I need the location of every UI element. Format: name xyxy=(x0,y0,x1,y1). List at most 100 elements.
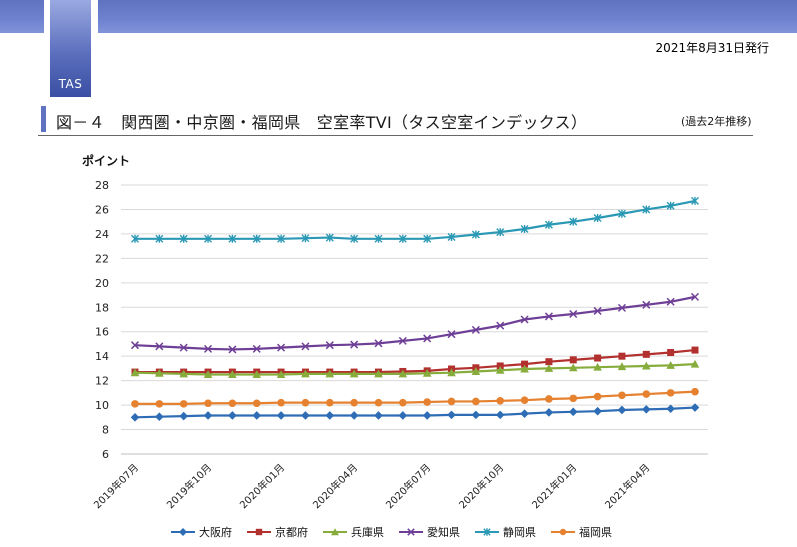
data-point xyxy=(617,362,627,371)
data-point xyxy=(520,409,529,418)
y-tick-label: 12 xyxy=(95,375,109,388)
data-point xyxy=(666,361,675,369)
x-tick-label: 2020年07月 xyxy=(383,461,433,511)
data-point xyxy=(325,398,334,407)
data-point xyxy=(398,336,407,345)
x-tick-label: 2020年01月 xyxy=(237,461,287,511)
data-point xyxy=(545,358,553,366)
data-point xyxy=(131,234,139,243)
series-line xyxy=(134,295,696,351)
data-point xyxy=(228,399,237,408)
data-point xyxy=(544,312,553,321)
y-tick-label: 8 xyxy=(102,424,109,437)
data-point xyxy=(496,228,505,237)
legend-item: 大阪府 xyxy=(170,524,232,540)
data-point xyxy=(569,217,578,226)
y-tick-label: 28 xyxy=(95,179,109,192)
data-point xyxy=(130,341,140,350)
y-tick-label: 6 xyxy=(102,448,109,461)
data-point xyxy=(666,297,675,306)
data-point xyxy=(252,411,262,420)
title-divider xyxy=(38,135,753,136)
data-point xyxy=(325,369,335,378)
data-point xyxy=(179,411,188,421)
figure-subtitle: (過去2年推移) xyxy=(681,115,752,128)
series-line xyxy=(135,390,696,405)
x-tick-label: 2019年10月 xyxy=(164,461,214,511)
data-point xyxy=(301,342,310,351)
data-point xyxy=(349,411,359,420)
data-point xyxy=(593,406,602,416)
data-point xyxy=(447,368,456,377)
data-point xyxy=(447,330,456,339)
data-point xyxy=(544,220,553,229)
legend-marker-icon xyxy=(551,528,575,536)
data-point xyxy=(374,234,383,243)
data-point xyxy=(520,315,529,324)
data-point xyxy=(398,411,408,420)
data-point xyxy=(618,391,626,400)
data-point xyxy=(155,342,164,351)
data-point xyxy=(666,389,675,397)
data-point xyxy=(690,359,700,368)
chart-legend: 大阪府 京都府 兵庫県 愛知県 静岡県 福岡県 xyxy=(170,524,612,540)
data-point xyxy=(252,344,261,353)
data-point xyxy=(617,405,627,415)
data-point xyxy=(447,397,456,406)
data-point xyxy=(642,205,651,214)
data-point xyxy=(398,369,408,378)
legend-marker-icon xyxy=(247,528,271,536)
data-point xyxy=(252,234,261,243)
data-point xyxy=(350,398,358,407)
data-point xyxy=(130,368,140,377)
legend-label: 静岡県 xyxy=(503,526,536,539)
x-tick-label: 2020年04月 xyxy=(310,461,360,511)
data-point xyxy=(301,369,310,378)
legend-label: 兵庫県 xyxy=(351,526,384,539)
data-point xyxy=(471,410,481,420)
legend-label: 愛知県 xyxy=(427,526,460,539)
data-point xyxy=(471,367,481,375)
data-point xyxy=(203,370,213,379)
data-point xyxy=(642,361,651,370)
data-point xyxy=(203,411,213,420)
data-point xyxy=(155,369,164,377)
data-point xyxy=(423,234,432,243)
data-point xyxy=(496,397,505,405)
data-point xyxy=(618,352,626,360)
data-point xyxy=(131,400,139,408)
legend-label: 京都府 xyxy=(275,526,308,539)
data-point xyxy=(642,300,651,309)
legend-item: 兵庫県 xyxy=(322,524,384,540)
data-point xyxy=(228,370,237,379)
data-point xyxy=(495,365,505,374)
legend-marker-icon xyxy=(475,528,499,536)
data-point xyxy=(642,390,651,398)
y-axis-label: ポイント xyxy=(82,153,130,168)
data-point xyxy=(276,411,286,420)
data-point xyxy=(155,234,164,243)
series-line xyxy=(134,406,696,419)
legend-marker-icon xyxy=(171,528,195,536)
data-point xyxy=(544,364,554,372)
data-point xyxy=(667,349,675,357)
data-point xyxy=(447,232,456,241)
header-band xyxy=(0,0,797,33)
data-point xyxy=(399,398,407,407)
issue-date: 2021年8月31日発行 xyxy=(655,41,769,55)
data-point xyxy=(568,363,578,372)
data-point xyxy=(545,395,553,403)
data-point xyxy=(472,397,480,406)
data-point xyxy=(617,209,626,218)
x-tick-label: 2019年07月 xyxy=(91,461,141,511)
data-point xyxy=(691,387,699,396)
data-point xyxy=(179,400,188,408)
y-tick-label: 24 xyxy=(95,228,109,241)
x-tick-label: 2021年04月 xyxy=(602,461,652,511)
y-tick-label: 16 xyxy=(95,326,109,339)
data-point xyxy=(228,411,237,420)
data-point xyxy=(301,411,310,420)
y-tick-label: 18 xyxy=(95,301,109,314)
data-point xyxy=(447,410,456,420)
